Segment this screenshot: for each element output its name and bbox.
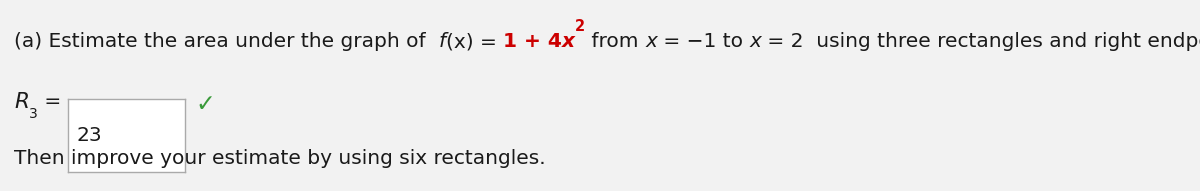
Text: x: x [646, 32, 656, 51]
Text: R: R [14, 92, 29, 112]
Text: 1 + 4: 1 + 4 [503, 32, 562, 51]
Text: = −1 to: = −1 to [656, 32, 749, 51]
Text: 3: 3 [30, 107, 38, 121]
Text: = 2  using three rectangles and right endpoints.: = 2 using three rectangles and right end… [761, 32, 1200, 51]
Text: x: x [749, 32, 761, 51]
Text: x: x [562, 32, 575, 51]
Text: =: = [38, 92, 67, 111]
Text: (x) =: (x) = [446, 32, 503, 51]
Text: ✓: ✓ [194, 92, 215, 116]
Text: 23: 23 [76, 126, 102, 145]
Text: f: f [439, 32, 446, 51]
Text: from: from [586, 32, 646, 51]
Text: 2: 2 [575, 19, 586, 34]
Text: Then improve your estimate by using six rectangles.: Then improve your estimate by using six … [14, 149, 546, 168]
Text: (a) Estimate the area under the graph of: (a) Estimate the area under the graph of [14, 32, 439, 51]
